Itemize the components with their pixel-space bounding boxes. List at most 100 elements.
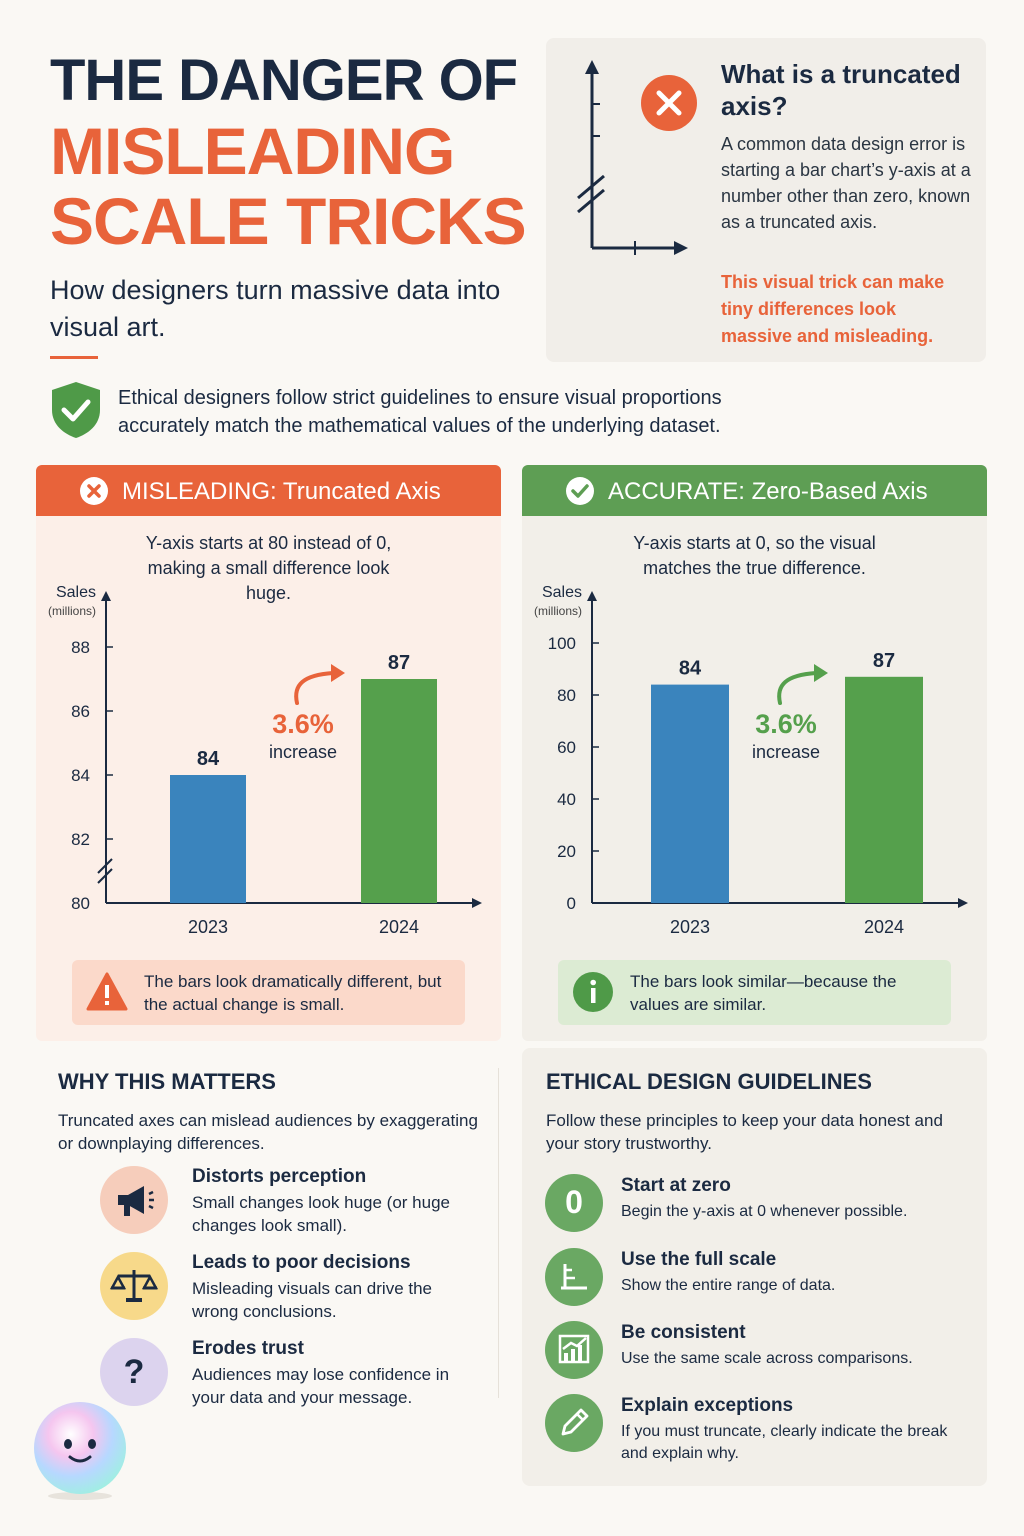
guideline-item: 0 Start at zero Begin the y-axis at 0 wh… <box>545 1174 975 1236</box>
megaphone-icon <box>100 1166 168 1234</box>
y-tick-label: 0 <box>567 894 576 913</box>
axis-break-mark <box>97 868 113 884</box>
error-x-icon <box>641 75 697 131</box>
definition-warning: This visual trick can make tiny differen… <box>721 272 945 346</box>
y-tick-label: 20 <box>557 842 576 861</box>
y-tick-label: 82 <box>71 830 90 849</box>
subtitle: How designers turn massive data into vis… <box>50 275 501 342</box>
scales-icon <box>100 1252 168 1320</box>
ethics-banner-text: Ethical designers follow strict guidelin… <box>118 387 722 437</box>
y-axis-unit: (millions) <box>48 604 96 618</box>
svg-text:?: ? <box>124 1353 145 1391</box>
guidelines-intro: Follow these principles to keep your dat… <box>546 1111 943 1153</box>
guideline-title: Use the full scale <box>621 1249 777 1270</box>
pencil-icon <box>545 1394 603 1452</box>
y-tick-label: 80 <box>557 686 576 705</box>
check-circle-icon <box>566 477 594 505</box>
bar-2023 <box>651 684 729 903</box>
y-axis-arrow <box>101 591 111 601</box>
truncated-axis-chart: Sales (millions) 80 82 84 86 88 84 2023 87 2024 3.6… <box>48 585 482 937</box>
why-item-desc: Small changes look huge (or huge changes… <box>192 1193 450 1235</box>
y-tick-label: 40 <box>557 790 576 809</box>
why-item-title: Distorts perception <box>192 1166 367 1187</box>
increase-value: 3.6% <box>755 709 817 739</box>
why-matters-title: WHY THIS MATTERS <box>58 1069 276 1094</box>
y-axis-arrow <box>587 591 597 601</box>
x-circle-icon <box>80 477 108 505</box>
definition-title: What is a truncated axis? <box>721 59 961 121</box>
increase-arrow-head <box>814 664 828 682</box>
guideline-desc: Begin the y-axis at 0 whenever possible. <box>621 1203 908 1220</box>
why-item: ? Erodes trust Audiences may lose confid… <box>100 1338 480 1408</box>
scale-ruler-icon <box>545 1248 603 1306</box>
guideline-desc: If you must truncate, clearly indicate t… <box>621 1423 948 1462</box>
guidelines-title: ETHICAL DESIGN GUIDELINES <box>546 1069 872 1094</box>
increase-label: increase <box>269 742 337 762</box>
accurate-panel-description: Y-axis starts at 0, so the visual matche… <box>633 533 876 578</box>
bar-value-label: 87 <box>873 650 895 672</box>
mascot-icon <box>34 1402 126 1500</box>
x-tick-label: 2023 <box>670 917 710 937</box>
y-tick-label: 84 <box>71 766 90 785</box>
y-tick-label: 88 <box>71 638 90 657</box>
axis-illustration-icon <box>577 60 688 255</box>
warning-triangle-icon <box>86 972 128 1011</box>
why-item-title: Leads to poor decisions <box>192 1252 411 1273</box>
guideline-item: Explain exceptions If you must truncate,… <box>545 1394 975 1462</box>
y-axis-label: Sales <box>56 585 96 601</box>
definition-body: A common data design error is starting a… <box>721 134 971 232</box>
info-icon <box>573 972 613 1012</box>
guideline-title: Be consistent <box>621 1322 746 1343</box>
y-tick-label: 80 <box>71 894 90 913</box>
increase-arrow-head <box>331 664 345 682</box>
why-matters-intro: Truncated axes can mislead audiences by … <box>58 1111 478 1153</box>
bar-2024 <box>361 679 437 903</box>
misleading-panel-title: MISLEADING: Truncated Axis <box>122 478 441 505</box>
accurate-panel: ACCURATE: Zero-Based Axis Y-axis starts … <box>522 465 987 1041</box>
misleading-panel-header: MISLEADING: Truncated Axis <box>36 465 501 516</box>
bar-2023 <box>170 775 246 903</box>
guideline-item: Be consistent Use the same scale across … <box>545 1321 975 1383</box>
title-line-2: MISLEADING <box>50 114 455 188</box>
x-tick-label: 2024 <box>379 917 419 937</box>
shield-check-icon <box>52 382 100 438</box>
zero-glyph: 0 <box>565 1184 583 1220</box>
increase-value: 3.6% <box>272 709 334 739</box>
increase-arrow <box>294 671 335 705</box>
x-tick-label: 2023 <box>188 917 228 937</box>
accurate-note-text: The bars look similar—because the values… <box>630 972 897 1014</box>
y-tick-label: 100 <box>548 634 576 653</box>
x-tick-label: 2024 <box>864 917 904 937</box>
misleading-note: The bars look dramatically different, bu… <box>72 960 465 1025</box>
title-line-3: SCALE TRICKS <box>50 184 527 258</box>
y-axis-label: Sales <box>542 585 582 601</box>
misleading-note-text: The bars look dramatically different, bu… <box>144 972 442 1014</box>
section-divider <box>498 1068 499 1398</box>
accurate-panel-header: ACCURATE: Zero-Based Axis <box>522 465 987 516</box>
axis-break-mark <box>97 858 113 874</box>
why-item: Leads to poor decisions Misleading visua… <box>100 1252 480 1322</box>
y-tick-label: 60 <box>557 738 576 757</box>
title-line-1: THE DANGER OF <box>50 48 518 113</box>
y-tick-label: 86 <box>71 702 90 721</box>
accurate-note: The bars look similar—because the values… <box>558 960 951 1025</box>
guideline-desc: Use the same scale across comparisons. <box>621 1350 913 1367</box>
why-item-desc: Audiences may lose confidence in your da… <box>192 1365 450 1407</box>
zero-icon: 0 <box>545 1174 603 1232</box>
increase-label: increase <box>752 742 820 762</box>
why-item-title: Erodes trust <box>192 1338 304 1359</box>
why-item: Distorts perception Small changes look h… <box>100 1166 480 1236</box>
title-rule <box>50 356 98 359</box>
misleading-panel: MISLEADING: Truncated Axis Y-axis starts… <box>36 465 501 1041</box>
bar-value-label: 84 <box>679 658 702 680</box>
guideline-item: Use the full scale Show the entire range… <box>545 1248 975 1310</box>
guideline-title: Start at zero <box>621 1175 731 1196</box>
question-icon: ? <box>100 1338 168 1406</box>
x-axis-arrow <box>958 898 968 908</box>
guideline-title: Explain exceptions <box>621 1395 794 1416</box>
increase-arrow <box>777 671 818 705</box>
bar-2024 <box>845 676 923 903</box>
definition-card <box>546 38 986 362</box>
y-axis-unit: (millions) <box>534 604 582 618</box>
chart-icon <box>545 1321 603 1379</box>
